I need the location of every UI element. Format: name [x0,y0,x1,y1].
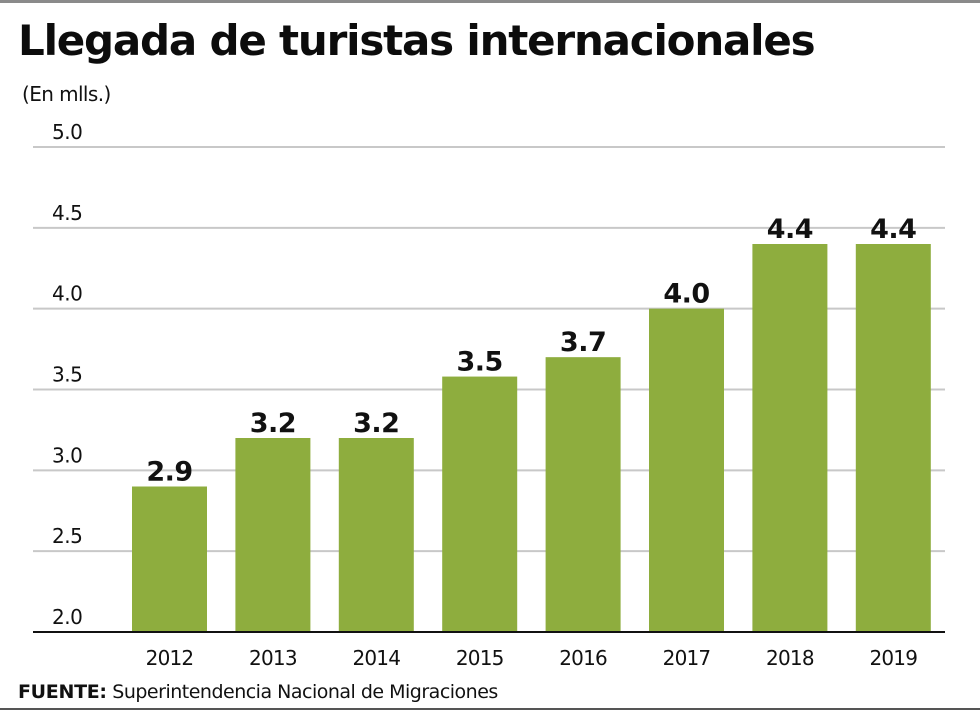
bar-2012 [132,486,207,632]
bar-2019 [855,244,931,632]
y-tick-label: 4.5 [52,201,82,225]
source-note: FUENTE: Superintendencia Nacional de Mig… [18,681,498,703]
y-tick-label: 3.5 [52,363,82,387]
bar-2013 [235,438,311,632]
bar-2016 [545,357,621,632]
x-tick-label-2013: 2013 [249,646,297,670]
x-tick-label-2019: 2019 [869,646,917,670]
bar-2018 [752,244,828,632]
bottom-rule [0,708,980,710]
source-text: Superintendencia Nacional de Migraciones [106,681,498,703]
chart-subtitle: (En mlls.) [22,82,111,106]
bars [132,244,931,632]
y-tick-label: 4.0 [52,282,82,306]
x-tick-label-2016: 2016 [559,646,607,670]
y-tick-label: 3.0 [52,443,82,467]
bar-2015 [442,376,518,632]
value-label-2018: 4.4 [767,214,813,245]
x-tick-label-2017: 2017 [663,646,711,670]
value-label-2017: 4.0 [663,279,709,310]
value-label-2014: 3.2 [353,408,399,439]
x-tick-label-2012: 2012 [146,646,194,670]
value-labels: 2.9 3.2 3.2 3.5 3.7 4.0 4.4 4.4 [146,214,917,488]
chart-title: Llegada de turistas internacionales [18,16,816,65]
y-tick-label: 2.5 [52,524,82,548]
value-label-2013: 3.2 [250,408,296,439]
value-label-2016: 3.7 [560,327,606,358]
y-tick-label: 2.0 [52,605,82,629]
x-tick-label-2015: 2015 [456,646,504,670]
top-rule [0,0,980,3]
y-tick-label: 5.0 [52,120,82,144]
value-label-2015: 3.5 [457,347,503,378]
value-label-2012: 2.9 [146,457,192,488]
x-tick-label-2018: 2018 [766,646,814,670]
value-label-2019: 4.4 [870,214,916,245]
y-axis-ticks: 2.0 2.5 3.0 3.5 4.0 4.5 5.0 [52,120,83,629]
bar-2014 [338,438,414,632]
source-label: FUENTE: [18,681,107,703]
x-tick-label-2014: 2014 [352,646,400,670]
bar-2017 [649,308,724,632]
x-axis-ticks: 2012 2013 2014 2015 2016 2017 2018 2019 [146,646,918,670]
